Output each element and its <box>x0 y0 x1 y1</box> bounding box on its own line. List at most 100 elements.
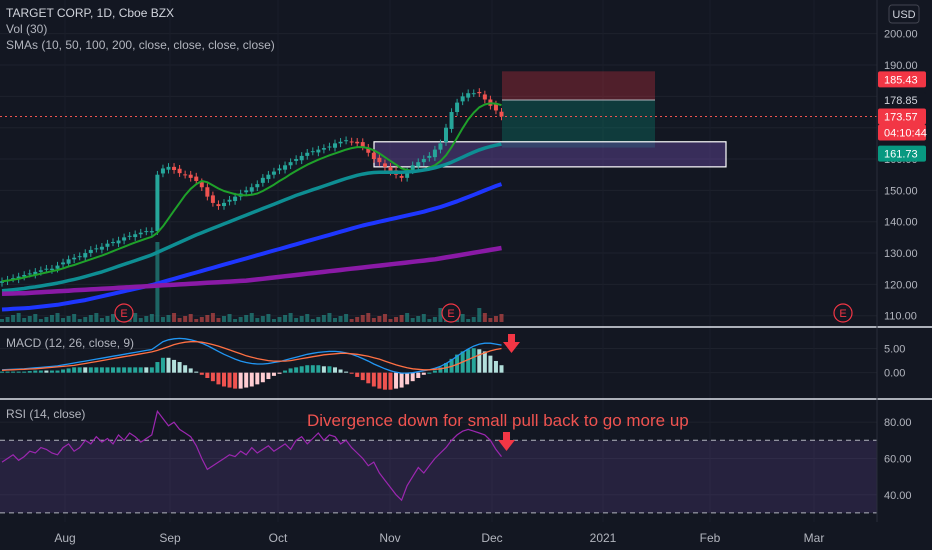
divergence-annotation[interactable]: Divergence down for small pull back to g… <box>307 411 689 430</box>
candle-body <box>88 249 93 254</box>
candle-body <box>216 204 221 207</box>
last-price-tag-bg <box>878 108 926 125</box>
candle-body <box>138 232 143 235</box>
price-zones[interactable] <box>0 71 877 168</box>
candle-body <box>427 155 432 158</box>
macd-pane[interactable] <box>0 337 504 390</box>
volume-bar <box>210 313 215 322</box>
macd-histogram-bar <box>105 367 110 373</box>
macd-histogram-bar <box>160 357 165 373</box>
macd-histogram-bar <box>66 368 71 373</box>
candle-body <box>249 187 254 192</box>
time-tick-label: Feb <box>700 531 721 545</box>
volume-bar <box>438 308 443 322</box>
macd-histogram-bar <box>277 372 282 374</box>
candle-body <box>183 174 188 176</box>
macd-histogram-bar <box>244 372 249 388</box>
candle-body <box>416 162 421 167</box>
volume-bar <box>310 319 315 322</box>
macd-histogram-bar <box>405 372 410 385</box>
volume-bar <box>493 316 498 322</box>
candle-body <box>66 259 71 264</box>
sma-line <box>1 245 502 297</box>
macd-histogram-bar <box>22 371 27 373</box>
macd-histogram-bar <box>238 372 243 389</box>
candle-body <box>149 231 154 233</box>
candle-body <box>438 143 443 150</box>
macd-histogram-bar <box>172 359 177 373</box>
volume-bar <box>222 316 226 322</box>
volume-bar <box>416 316 421 322</box>
macd-tick-label: 5.00 <box>884 344 905 356</box>
macd-histogram-bar <box>16 371 21 373</box>
candle-body <box>122 237 127 241</box>
price-tick-label: 190.00 <box>884 60 918 72</box>
arrow-down-icon[interactable] <box>503 334 520 353</box>
rsi-title: RSI (14, close) <box>6 407 85 421</box>
macd-histogram-bar <box>27 371 32 373</box>
macd-histogram-bar <box>99 367 104 373</box>
countdown-tag: 04:10:44 <box>884 128 927 140</box>
volume-bar <box>421 314 426 322</box>
volume-bar <box>216 318 221 322</box>
macd-histogram-bar <box>421 372 426 375</box>
candle-body <box>44 268 49 270</box>
macd-histogram-bar <box>177 362 182 373</box>
rsi-tick-label: 60.00 <box>884 453 912 465</box>
volume-bar <box>77 319 82 322</box>
stop-tag-bg <box>878 145 926 162</box>
macd-histogram-bar <box>432 370 437 373</box>
macd-histogram-bar <box>49 370 54 373</box>
candle-body <box>127 235 132 237</box>
volume-bar <box>277 317 282 322</box>
volume-legend: Vol (30) <box>6 22 47 36</box>
time-tick-label: Dec <box>481 531 502 545</box>
volume-bar <box>227 314 232 322</box>
volume-bar <box>366 313 371 322</box>
macd-histogram-bar <box>222 372 226 387</box>
volume-bar <box>172 313 177 322</box>
volume-bar <box>255 318 260 322</box>
macd-histogram-bar <box>493 360 498 373</box>
macd-histogram-bar <box>149 367 154 373</box>
candle-body <box>61 262 66 265</box>
volume-bar <box>83 317 88 322</box>
macd-histogram-bar <box>88 367 93 373</box>
macd-histogram-bar <box>227 372 232 388</box>
take-profit-tag-bg <box>878 71 926 88</box>
entry-tag: 178.85 <box>884 95 918 107</box>
candle-body <box>83 253 88 258</box>
rsi-pane[interactable] <box>0 409 877 514</box>
macd-histogram-bar <box>260 372 265 383</box>
candle-body <box>105 243 110 247</box>
macd-histogram-bar <box>349 372 354 374</box>
stop-tag: 161.73 <box>884 149 918 161</box>
sma-lines[interactable] <box>1 102 503 312</box>
arrow-down-icon[interactable] <box>498 432 515 451</box>
price-candles[interactable] <box>0 88 504 287</box>
candle-body <box>199 182 204 188</box>
macd-histogram-bar <box>333 367 337 373</box>
price-tags: 185.43 178.85 173.57 04:10:44 161.73 <box>878 71 927 162</box>
time-tick-label: Mar <box>804 531 825 545</box>
candle-body <box>205 187 210 197</box>
volume-bar <box>260 316 265 322</box>
candle-body <box>466 93 471 98</box>
sma-legend: SMAs (10, 50, 100, 200, close, close, cl… <box>6 38 275 52</box>
candle-body <box>482 94 487 100</box>
candle-body <box>133 234 138 238</box>
volume-bar <box>338 316 343 322</box>
volume-bar <box>194 319 199 322</box>
volume-bar <box>349 319 354 322</box>
macd-histogram-bar <box>188 368 193 373</box>
macd-histogram-bar <box>382 372 387 390</box>
volume-bar <box>244 315 249 322</box>
candle-body <box>449 112 454 129</box>
macd-histogram-bar <box>133 367 138 373</box>
volume-bar <box>355 317 360 322</box>
currency-badge[interactable] <box>888 4 920 24</box>
volume-bar <box>266 314 271 322</box>
volume-bar <box>316 317 321 322</box>
